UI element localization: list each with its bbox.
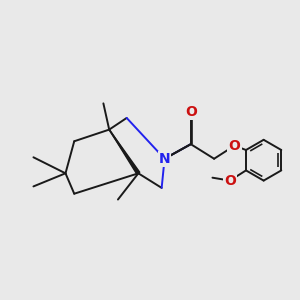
Text: N: N xyxy=(159,152,170,166)
Text: O: O xyxy=(185,105,197,119)
Polygon shape xyxy=(109,130,140,174)
Text: O: O xyxy=(224,174,236,188)
Text: O: O xyxy=(229,139,240,153)
